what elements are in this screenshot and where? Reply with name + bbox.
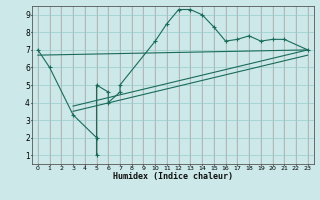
X-axis label: Humidex (Indice chaleur): Humidex (Indice chaleur) <box>113 172 233 181</box>
